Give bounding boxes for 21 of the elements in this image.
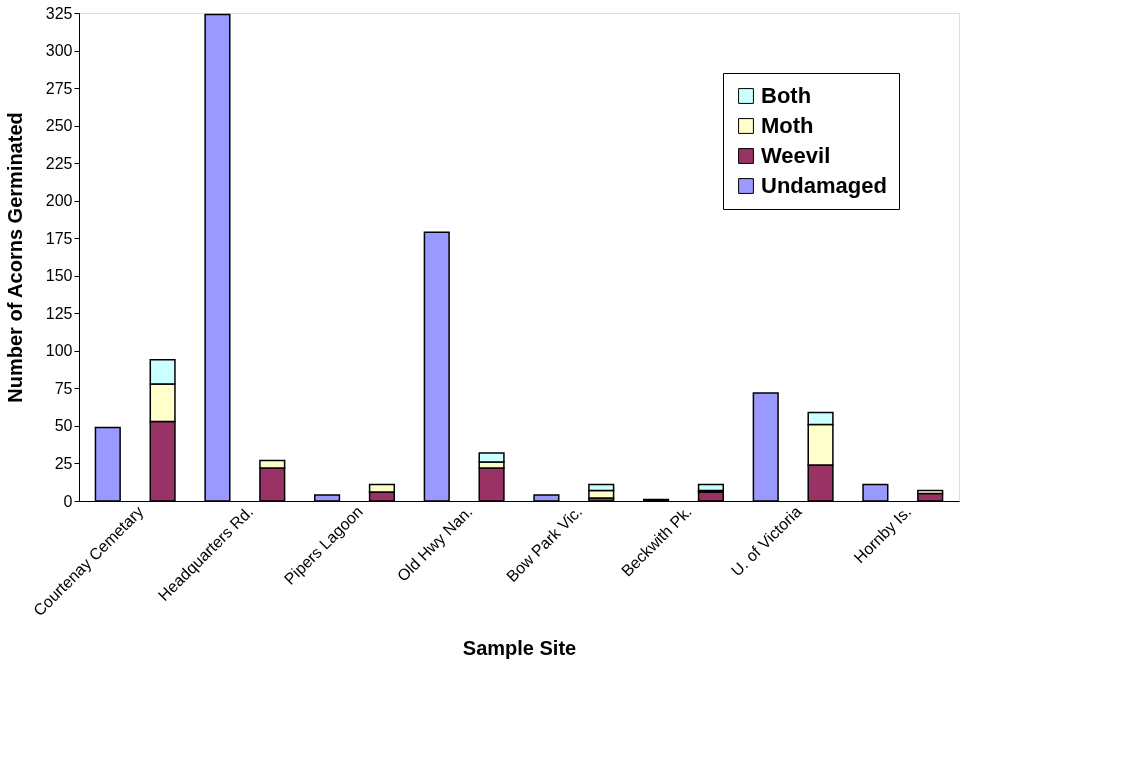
y-tick-label: 50 xyxy=(54,417,73,435)
y-tick-label: 275 xyxy=(45,79,73,97)
y-tick-label: 325 xyxy=(45,4,73,22)
x-tick-label: Old Hwy Nan. xyxy=(393,502,476,585)
legend-label: Undamaged xyxy=(761,173,887,198)
y-tick-label: 100 xyxy=(45,342,73,360)
y-tick-label: 300 xyxy=(45,42,73,60)
y-tick-label: 25 xyxy=(54,454,73,472)
legend-label: Moth xyxy=(761,113,814,138)
y-tick-label: 175 xyxy=(45,229,73,247)
legend-label: Weevil xyxy=(761,143,831,168)
y-tick-label: 250 xyxy=(45,117,73,135)
y-tick-label: 150 xyxy=(45,267,73,285)
x-axis-title: Sample Site xyxy=(462,637,577,660)
y-tick-label: 125 xyxy=(45,304,73,322)
y-axis-title: Number of Acorns Germinated xyxy=(3,112,26,403)
y-tick-label: 200 xyxy=(45,192,73,210)
legend-label: Both xyxy=(761,83,812,108)
y-tick-label: 225 xyxy=(45,154,73,172)
y-tick-label: 75 xyxy=(54,379,73,397)
y-tick-label: 0 xyxy=(63,492,73,510)
